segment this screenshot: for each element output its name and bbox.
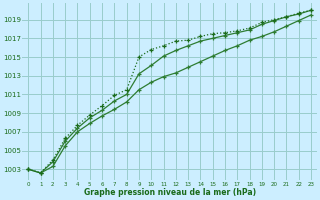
X-axis label: Graphe pression niveau de la mer (hPa): Graphe pression niveau de la mer (hPa): [84, 188, 256, 197]
